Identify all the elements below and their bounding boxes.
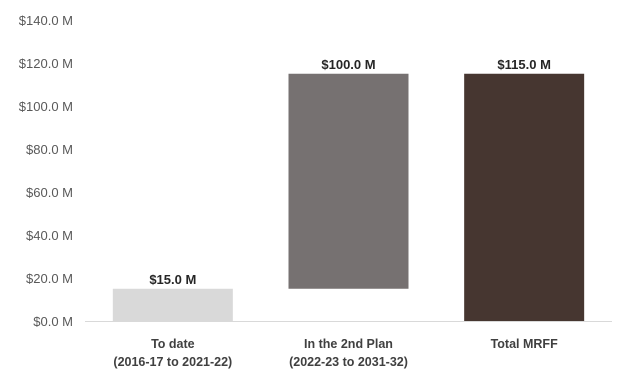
bar-3 — [464, 73, 585, 321]
y-tick-label: $100.0 M — [19, 99, 73, 114]
category-label-1-line-1: To date — [151, 337, 195, 351]
bar-1 — [112, 288, 233, 321]
bars — [112, 73, 585, 321]
y-tick-label: $0.0 M — [33, 314, 73, 329]
y-tick-label: $40.0 M — [26, 228, 73, 243]
category-label-3: Total MRFF — [491, 337, 558, 351]
y-tick-label: $20.0 M — [26, 271, 73, 286]
y-tick-label: $120.0 M — [19, 56, 73, 71]
category-label-2-line-2: (2022-23 to 2031-32) — [289, 355, 408, 369]
y-axis: $0.0 M $20.0 M $40.0 M $60.0 M $80.0 M $100.0… — [19, 13, 73, 329]
y-tick-label: $60.0 M — [26, 185, 73, 200]
category-label-1-line-2: (2016-17 to 2021-22) — [113, 355, 232, 369]
y-tick-label: $80.0 M — [26, 142, 73, 157]
data-label-1: $15.0 M — [149, 272, 196, 287]
y-tick-label: $140.0 M — [19, 13, 73, 28]
data-label-2: $100.0 M — [321, 57, 375, 72]
bar-2 — [288, 73, 409, 289]
x-axis: To date (2016-17 to 2021-22) In the 2nd Pl… — [85, 321, 612, 369]
data-labels: $15.0 M $100.0 M $115.0 M — [149, 57, 551, 287]
data-label-3: $115.0 M — [497, 57, 551, 72]
category-label-2-line-1: In the 2nd Plan — [304, 337, 393, 351]
